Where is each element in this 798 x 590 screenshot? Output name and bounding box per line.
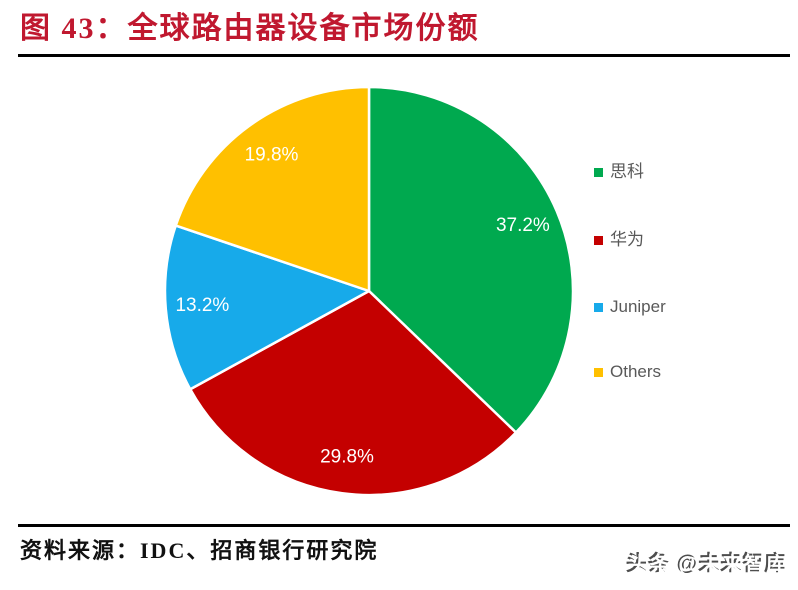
pie-slice-思科 xyxy=(367,85,575,434)
pie-chart: 37.2% 29.8% 13.2% 19.8% xyxy=(163,85,575,497)
figure-title: 图 43：全球路由器设备市场份额 xyxy=(20,12,480,45)
source-text: 资料来源：IDC、招商银行研究院 xyxy=(20,538,379,563)
pie-slice-label-Juniper: 13.2% xyxy=(175,295,229,316)
pie-slice-华为 xyxy=(188,289,518,497)
header-divider xyxy=(18,54,790,57)
pie-slice-label-思科: 37.2% xyxy=(496,215,550,236)
pie-chart-area: 37.2% 29.8% 13.2% 19.8% 思科 华为 Juniper Others xyxy=(0,58,798,515)
pie-slice-Juniper xyxy=(163,224,371,391)
pie-slice-label-华为: 29.8% xyxy=(320,446,374,467)
footer-divider xyxy=(18,524,790,527)
watermark: 头条 @未来智库 xyxy=(626,547,789,579)
figure-header: 图 43：全球路由器设备市场份额 xyxy=(20,8,790,50)
pie-slice-Others xyxy=(174,85,371,293)
pie-slice-label-Others: 19.8% xyxy=(245,145,299,166)
